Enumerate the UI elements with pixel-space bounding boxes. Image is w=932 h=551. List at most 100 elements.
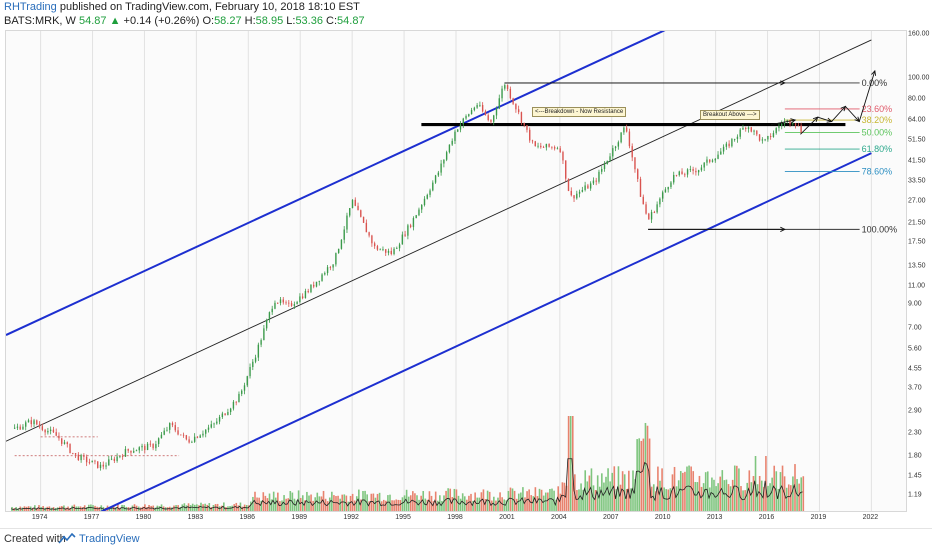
volume-bar <box>484 498 487 511</box>
author-link[interactable]: RHTrading <box>4 1 57 13</box>
candle-body <box>69 444 71 453</box>
symbol-label[interactable]: BATS:MRK, W <box>4 15 76 27</box>
volume-bar <box>98 507 101 511</box>
volume-bar <box>468 495 470 511</box>
candle-body <box>218 416 221 422</box>
candle-body <box>202 433 204 436</box>
chart-plot-area[interactable]: 0.00% 23.60% 38.20% 50.00% 61.80% 78.60% 100.0… <box>5 30 907 512</box>
candle-body <box>689 169 692 170</box>
year-tick-label: 1983 <box>187 514 204 521</box>
volume-bar <box>453 488 456 511</box>
candle-body <box>346 215 348 230</box>
candle-body <box>94 460 96 462</box>
candle-body <box>753 130 755 132</box>
volume-bar <box>376 493 379 511</box>
volume-bar <box>69 508 71 511</box>
volume-bar <box>447 488 449 511</box>
volume-bar <box>767 485 769 511</box>
candle-body <box>545 143 548 148</box>
candle-body <box>512 98 514 104</box>
volume-bar <box>711 477 713 511</box>
candle-body <box>329 267 332 268</box>
candle-body <box>185 435 188 440</box>
volume-bar <box>210 507 213 511</box>
candle-body <box>146 443 149 451</box>
candle-body <box>41 426 44 430</box>
candle-body <box>102 464 104 467</box>
candle-body <box>404 234 406 236</box>
volume-bar <box>495 500 497 511</box>
price-axis[interactable]: 160.00 100.00 80.00 64.00 51.50 41.50 33.50 27.… <box>906 30 932 512</box>
candle-body <box>434 175 437 183</box>
candle-body <box>13 427 16 429</box>
price-tick-label: 2.30 <box>908 429 922 437</box>
volume-bar <box>131 505 134 511</box>
candle-body <box>747 127 750 130</box>
volume-bar <box>459 498 462 511</box>
publish-line: RHTrading published on TradingView.com, … <box>4 1 360 13</box>
volume-bar <box>598 486 601 511</box>
candle-body <box>498 98 500 109</box>
volume-bar <box>555 499 557 511</box>
candle-body <box>576 193 578 199</box>
candle-body <box>149 443 152 445</box>
candle-body <box>490 120 492 122</box>
candle-body <box>160 434 163 439</box>
quote-line: BATS:MRK, W 54.87 ▲ +0.14 (+0.26%) O:58.… <box>4 15 365 27</box>
candle-body <box>365 222 368 233</box>
candle-body <box>553 147 556 149</box>
channel-upper-line <box>6 31 666 336</box>
volume-bar <box>667 489 670 511</box>
volume-bar <box>451 497 454 511</box>
time-axis[interactable]: 1974 1977 1980 1983 1986 1989 1992 1995 1998 2001… <box>5 511 905 525</box>
candle-body <box>742 127 744 130</box>
volume-bar <box>179 506 182 511</box>
volume-bar <box>304 500 306 511</box>
publish-info: published on TradingView.com, February 1… <box>59 1 360 13</box>
projection-arrow-5 <box>858 70 876 122</box>
volume-bar <box>729 486 732 511</box>
volume-bar <box>289 491 292 511</box>
candle-body <box>501 88 503 99</box>
volume-bar <box>380 501 383 511</box>
year-tick-label: 1980 <box>135 514 152 521</box>
volume-bar <box>129 507 132 511</box>
candle-body <box>141 445 143 448</box>
volume-bar <box>787 484 790 511</box>
candle-body <box>61 438 63 444</box>
volume-bar <box>399 500 402 511</box>
volume-bar <box>115 507 117 511</box>
year-tick-label: 1974 <box>31 514 48 521</box>
tradingview-brand-link[interactable]: TradingView <box>79 533 140 545</box>
candle-body <box>243 385 246 391</box>
volume-bar <box>619 484 622 511</box>
candle-body <box>332 264 334 268</box>
volume-bar <box>347 501 350 511</box>
candle-body <box>354 199 356 206</box>
volume-bar <box>333 495 335 511</box>
candle-body <box>457 129 459 132</box>
fib-level-label: 0.00% <box>862 78 888 88</box>
candle-body <box>393 248 395 255</box>
candle-body <box>207 427 210 430</box>
candle-body <box>257 344 260 358</box>
volume-bar <box>790 485 792 511</box>
volume-bar <box>85 507 88 511</box>
candle-body <box>692 169 694 171</box>
volume-bar <box>694 481 697 511</box>
volume-bar <box>505 500 508 511</box>
candle-body <box>263 328 265 341</box>
candle-body <box>216 421 218 424</box>
price-tick-label: 1.19 <box>908 491 922 499</box>
candle-body <box>288 302 290 304</box>
candle-body <box>213 423 215 425</box>
volume-bar <box>763 486 765 511</box>
volume-bar <box>679 471 682 511</box>
volume-bar <box>478 497 481 511</box>
candle-body <box>617 142 620 147</box>
volume-bar <box>250 501 252 511</box>
volume-bar <box>798 483 800 511</box>
price-tick-label: 160.00 <box>908 30 930 38</box>
volume-bar <box>241 506 244 511</box>
volume-bar <box>671 474 674 511</box>
